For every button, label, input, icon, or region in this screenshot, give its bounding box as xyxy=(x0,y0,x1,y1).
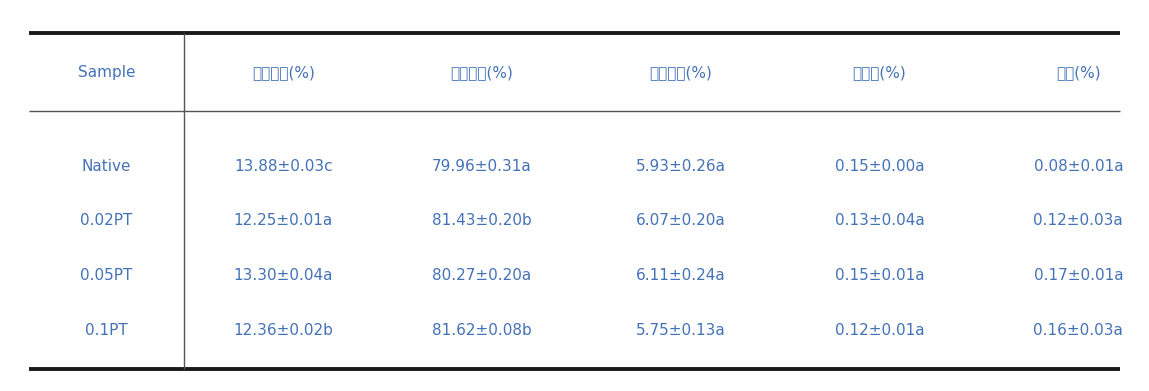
Text: 6.07±0.20a: 6.07±0.20a xyxy=(635,213,726,228)
Text: 13.30±0.04a: 13.30±0.04a xyxy=(233,268,333,283)
Text: 0.05PT: 0.05PT xyxy=(80,268,132,283)
Text: 13.88±0.03c: 13.88±0.03c xyxy=(234,159,332,174)
Text: 79.96±0.31a: 79.96±0.31a xyxy=(432,159,532,174)
Text: 수분함량(%): 수분함량(%) xyxy=(252,65,315,80)
Text: 0.12±0.03a: 0.12±0.03a xyxy=(1033,213,1124,228)
Text: 12.25±0.01a: 12.25±0.01a xyxy=(233,213,333,228)
Text: 5.75±0.13a: 5.75±0.13a xyxy=(635,323,726,338)
Text: Sample: Sample xyxy=(77,65,136,80)
Text: 0.13±0.04a: 0.13±0.04a xyxy=(834,213,925,228)
Text: 0.02PT: 0.02PT xyxy=(80,213,132,228)
Text: 0.16±0.03a: 0.16±0.03a xyxy=(1033,323,1124,338)
Text: 조지방(%): 조지방(%) xyxy=(853,65,907,80)
Text: 0.12±0.01a: 0.12±0.01a xyxy=(834,323,925,338)
Text: 회분(%): 회분(%) xyxy=(1056,65,1101,80)
Text: 0.08±0.01a: 0.08±0.01a xyxy=(1033,159,1124,174)
Text: 0.17±0.01a: 0.17±0.01a xyxy=(1033,268,1124,283)
Text: 80.27±0.20a: 80.27±0.20a xyxy=(432,268,532,283)
Text: 81.62±0.08b: 81.62±0.08b xyxy=(432,323,532,338)
Text: 6.11±0.24a: 6.11±0.24a xyxy=(635,268,726,283)
Text: 0.15±0.01a: 0.15±0.01a xyxy=(834,268,925,283)
Text: 12.36±0.02b: 12.36±0.02b xyxy=(233,323,333,338)
Text: 81.43±0.20b: 81.43±0.20b xyxy=(432,213,532,228)
Text: 5.93±0.26a: 5.93±0.26a xyxy=(635,159,726,174)
Text: Native: Native xyxy=(82,159,131,174)
Text: 0.1PT: 0.1PT xyxy=(85,323,128,338)
Text: 0.15±0.00a: 0.15±0.00a xyxy=(834,159,925,174)
Text: 조단백질(%): 조단백질(%) xyxy=(649,65,712,80)
Text: 탄수화물(%): 탄수화물(%) xyxy=(450,65,514,80)
